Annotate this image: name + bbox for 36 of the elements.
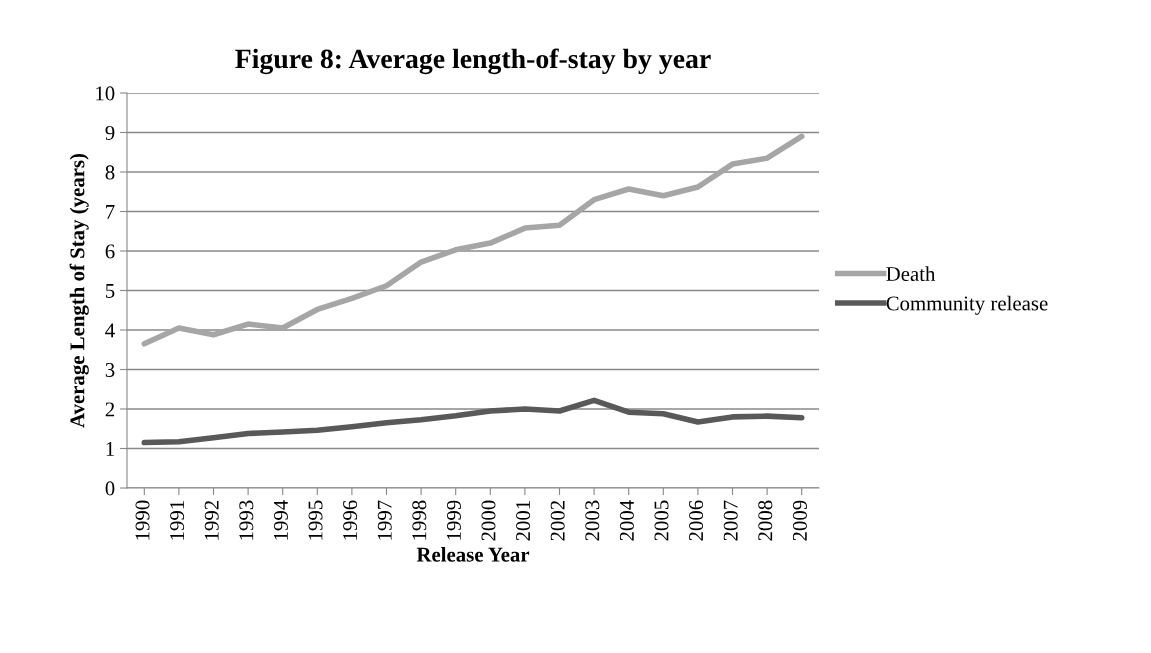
y-tick-label: 3: [105, 362, 115, 377]
x-axis-title: Release Year: [416, 547, 530, 562]
x-tick-label: 2006: [689, 500, 704, 541]
legend-label: Community release: [886, 295, 1048, 315]
x-tick-label: 1994: [273, 500, 288, 540]
x-tick-label: 2001: [516, 501, 531, 541]
y-axis-title: Average Length of Stay (years): [69, 153, 89, 428]
x-tick-label: 1997: [377, 500, 392, 540]
x-tick-label: 1995: [308, 500, 323, 540]
x-tick-label: 2007: [723, 500, 738, 541]
x-tick-label: 2009: [792, 500, 807, 541]
x-tick-label: 2002: [550, 500, 565, 541]
x-tick-label: 1991: [170, 501, 185, 540]
y-tick-label: 1: [106, 441, 114, 456]
y-tick-label: 9: [105, 125, 115, 140]
x-tick-label: 2008: [758, 500, 773, 541]
y-tick-label: 0: [105, 481, 115, 496]
y-tick-label: 4: [105, 323, 115, 338]
x-tick-label: 1996: [343, 500, 358, 540]
y-tick-label: 5: [105, 284, 115, 298]
x-tick-label: 2004: [619, 500, 634, 541]
y-tick-label: 8: [105, 165, 115, 180]
x-tick-label: 1992: [204, 500, 219, 540]
x-tick-label: 2003: [585, 500, 600, 541]
x-tick-label: 1999: [446, 500, 461, 540]
x-tick-label: 1998: [412, 500, 427, 540]
x-tick-label: 2005: [654, 500, 669, 541]
y-tick-label: 10: [96, 86, 115, 101]
legend-label: Death: [886, 266, 936, 282]
y-tick-label: 7: [106, 205, 115, 219]
x-tick-label: 2000: [481, 500, 496, 541]
x-tick-label: 1990: [135, 500, 150, 540]
chart-title: Figure 8: Average length-of-stay by year: [235, 48, 711, 75]
x-tick-label: 1993: [239, 500, 254, 540]
y-tick-label: 6: [105, 244, 115, 259]
y-tick-label: 2: [105, 402, 115, 417]
